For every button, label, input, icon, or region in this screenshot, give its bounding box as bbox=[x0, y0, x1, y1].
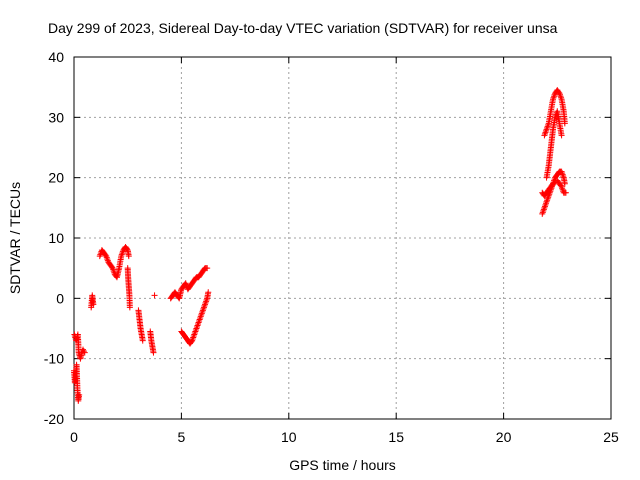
x-tick-label: 15 bbox=[388, 429, 404, 445]
data-point bbox=[561, 120, 568, 127]
data-point bbox=[102, 252, 109, 259]
y-tick-label: -10 bbox=[44, 351, 64, 367]
y-tick-label: 30 bbox=[48, 109, 64, 125]
data-point bbox=[151, 292, 158, 299]
data-point bbox=[139, 337, 146, 344]
y-axis-label: SDTVAR / TECUs bbox=[7, 182, 23, 294]
y-tick-label: -20 bbox=[44, 411, 64, 427]
x-tick-label: 0 bbox=[70, 429, 78, 445]
data-point bbox=[76, 391, 83, 398]
data-points bbox=[71, 87, 569, 404]
y-tick-label: 20 bbox=[48, 170, 64, 186]
x-tick-label: 10 bbox=[281, 429, 297, 445]
data-point bbox=[555, 89, 562, 96]
data-point bbox=[204, 265, 211, 272]
x-tick-label: 25 bbox=[603, 429, 619, 445]
data-point bbox=[205, 289, 212, 296]
data-point bbox=[561, 180, 568, 187]
data-point bbox=[123, 246, 130, 253]
data-point bbox=[125, 253, 132, 260]
data-point bbox=[150, 349, 157, 356]
data-point bbox=[126, 304, 133, 311]
data-point bbox=[81, 349, 88, 356]
x-tick-label: 20 bbox=[496, 429, 512, 445]
y-tick-label: 10 bbox=[48, 230, 64, 246]
y-tick-label: 40 bbox=[48, 49, 64, 65]
data-point bbox=[558, 132, 565, 139]
x-axis-label: GPS time / hours bbox=[289, 457, 396, 473]
chart-title: Day 299 of 2023, Sidereal Day-to-day VTE… bbox=[48, 20, 558, 36]
y-tick-label: 0 bbox=[56, 290, 64, 306]
data-point bbox=[108, 264, 115, 271]
data-point bbox=[562, 189, 569, 196]
data-point bbox=[188, 338, 195, 345]
axis-ticks: 0 5 10 15 20 25 -20 -10 0 10 20 30 40 bbox=[44, 49, 619, 445]
data-point bbox=[557, 182, 564, 189]
x-tick-label: 5 bbox=[178, 429, 186, 445]
grid-lines bbox=[74, 57, 611, 419]
data-point bbox=[90, 301, 97, 308]
